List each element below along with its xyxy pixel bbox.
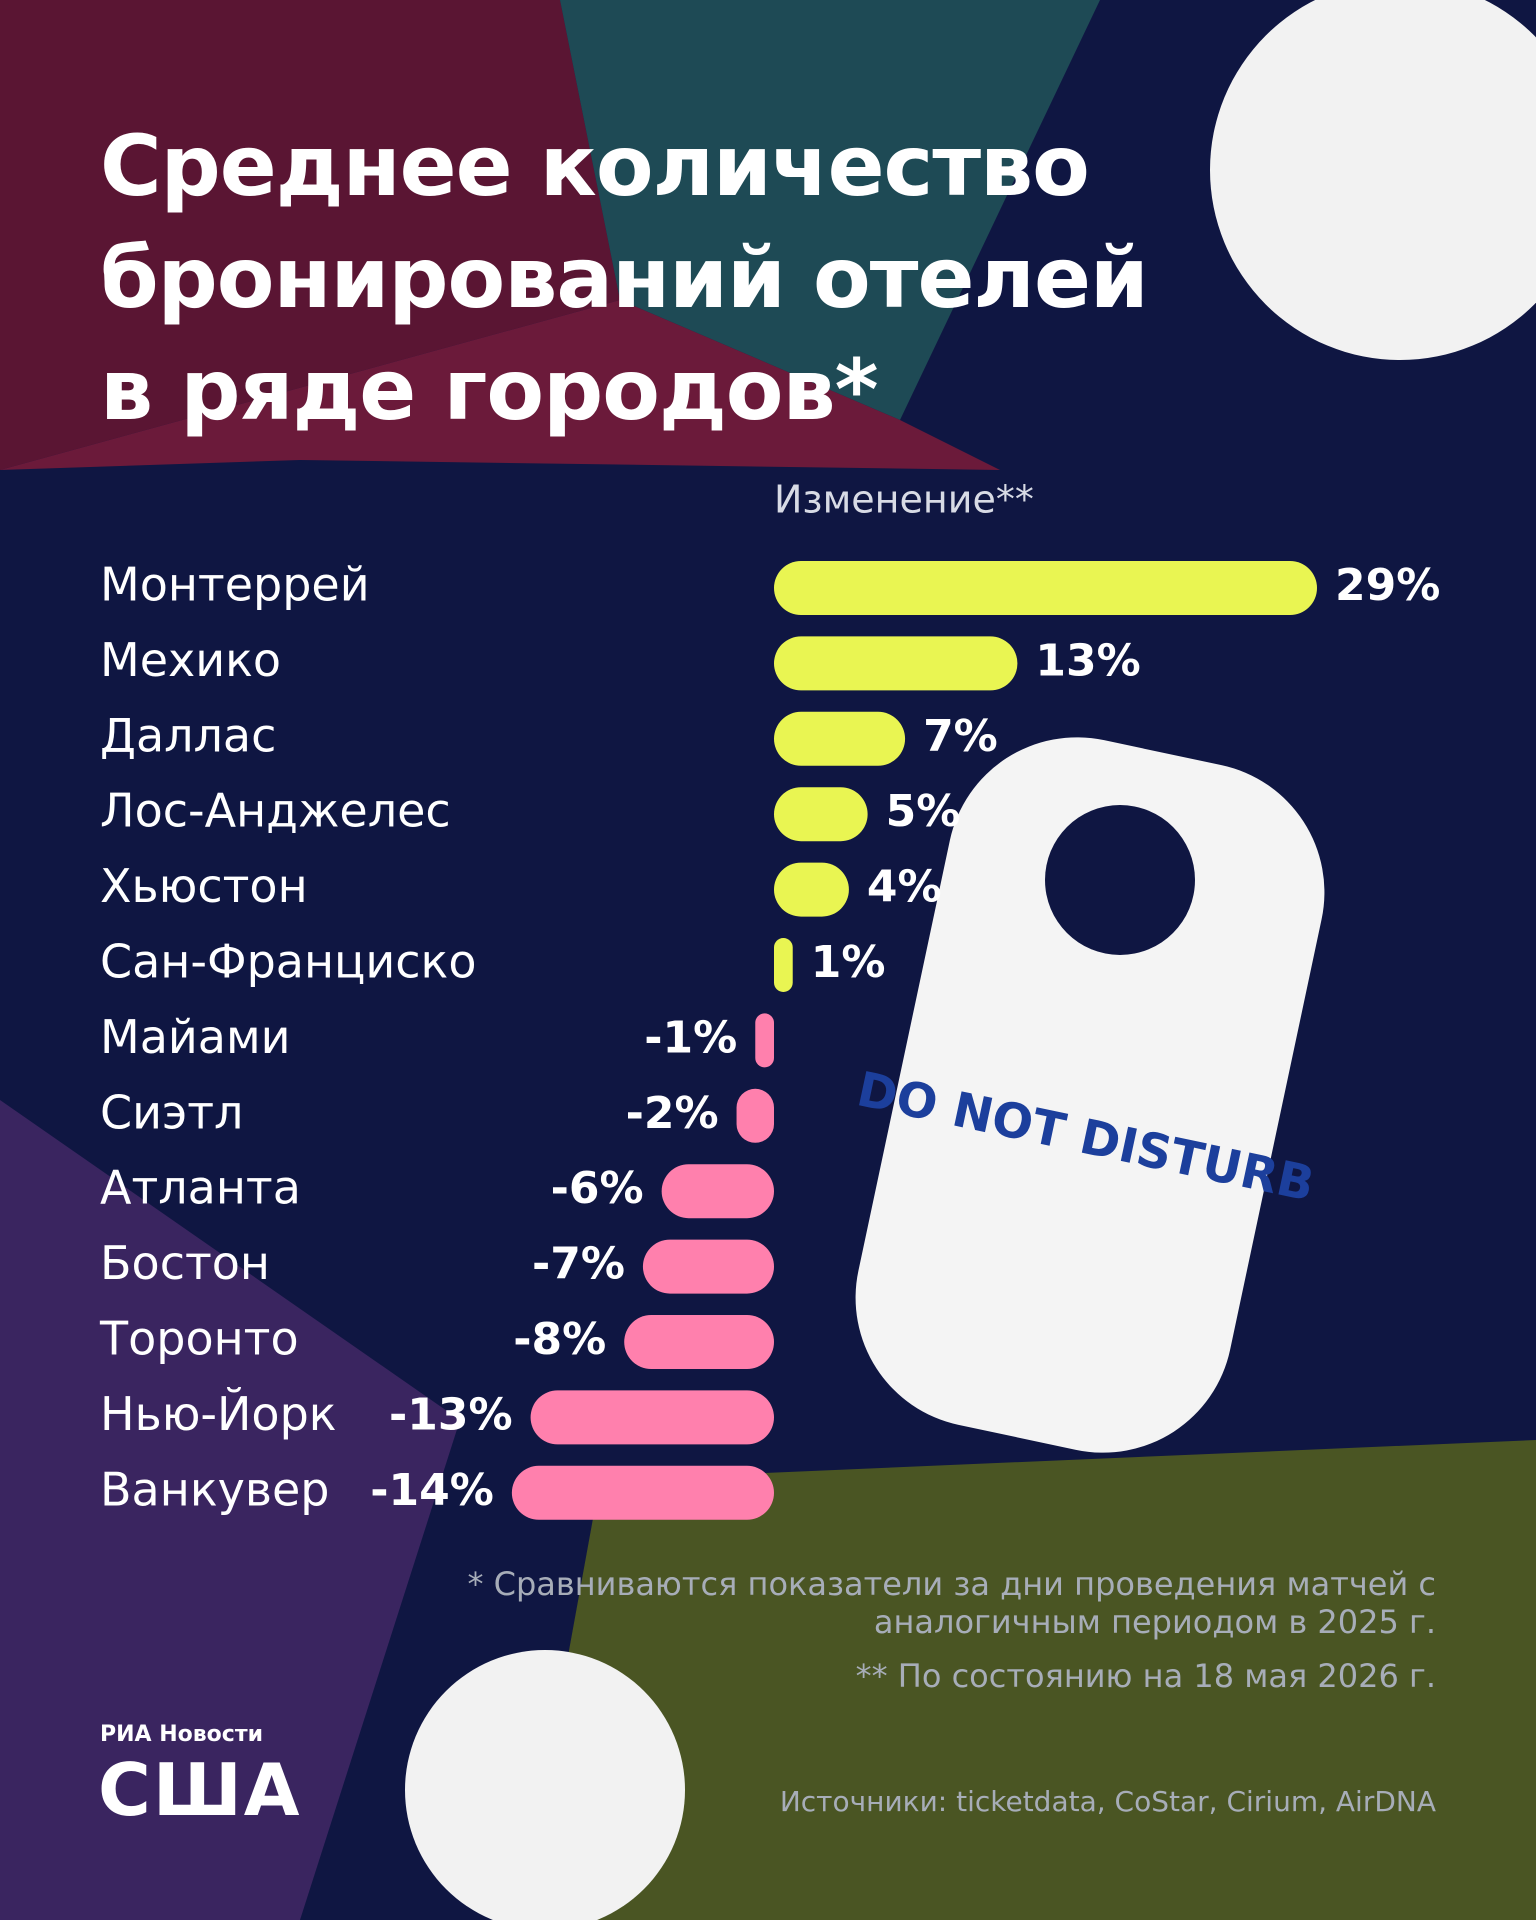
category-label: Сиэтл xyxy=(100,1085,243,1139)
value-label: -14% xyxy=(370,1465,494,1516)
value-label: 4% xyxy=(867,862,942,913)
bar xyxy=(774,636,1018,691)
bar xyxy=(624,1315,774,1369)
footnotes: * Сравниваются показатели за дни проведе… xyxy=(456,1565,1436,1711)
category-label: Бостон xyxy=(100,1236,270,1290)
bar xyxy=(530,1390,774,1445)
agency: РИА Новости xyxy=(100,1722,263,1747)
value-label: -2% xyxy=(626,1088,719,1139)
category-label: Майами xyxy=(100,1010,291,1064)
value-label: -13% xyxy=(389,1389,513,1440)
bg-shape xyxy=(560,0,1100,420)
value-label: -6% xyxy=(551,1163,644,1214)
category-label: Хьюстон xyxy=(100,859,308,913)
ball xyxy=(405,1650,685,1920)
ball xyxy=(1210,0,1536,360)
bar xyxy=(774,938,793,992)
chart-subtitle: Изменение** xyxy=(774,478,1034,522)
door-hanger-hole xyxy=(1045,805,1195,955)
category-label: Мехико xyxy=(100,633,281,687)
category-label: Даллас xyxy=(100,708,276,762)
bar xyxy=(755,1013,774,1068)
bar xyxy=(642,1239,774,1294)
door-hanger xyxy=(855,737,1325,1453)
bar xyxy=(774,561,1317,615)
value-label: -1% xyxy=(644,1012,737,1063)
source: Источники: ticketdata, CoStar, Cirium, A… xyxy=(779,1785,1436,1818)
category-label: Атланта xyxy=(100,1161,301,1215)
category-label: Торонто xyxy=(99,1312,299,1366)
value-label: -7% xyxy=(532,1239,625,1290)
bar xyxy=(774,787,868,842)
section: США xyxy=(98,1748,302,1832)
value-label: 13% xyxy=(1035,635,1140,686)
bar xyxy=(736,1088,774,1143)
bar xyxy=(774,711,906,766)
bg-shape xyxy=(520,1440,1536,1920)
bg-shape xyxy=(0,0,620,470)
value-label: 1% xyxy=(811,937,886,988)
footnote: * Сравниваются показатели за дни проведе… xyxy=(467,1565,1436,1641)
bar xyxy=(661,1164,774,1219)
category-label: Нью-Йорк xyxy=(100,1387,337,1441)
chart-title: Среднее количество бронирований отелей в… xyxy=(100,117,1149,439)
bg-shape xyxy=(0,300,1000,470)
category-label: Ванкувер xyxy=(100,1462,329,1516)
value-label: 29% xyxy=(1335,560,1440,611)
bar xyxy=(774,862,849,917)
category-label: Монтеррей xyxy=(100,558,370,612)
category-label: Лос-Анджелес xyxy=(100,784,451,838)
footnote: ** По состоянию на 18 мая 2026 г. xyxy=(855,1657,1436,1695)
value-label: -8% xyxy=(513,1314,606,1365)
value-label: 5% xyxy=(886,786,961,837)
category-label: Сан-Франциско xyxy=(100,935,476,989)
bar xyxy=(511,1465,774,1520)
bg-shape xyxy=(0,1100,460,1920)
value-label: 7% xyxy=(923,711,998,762)
